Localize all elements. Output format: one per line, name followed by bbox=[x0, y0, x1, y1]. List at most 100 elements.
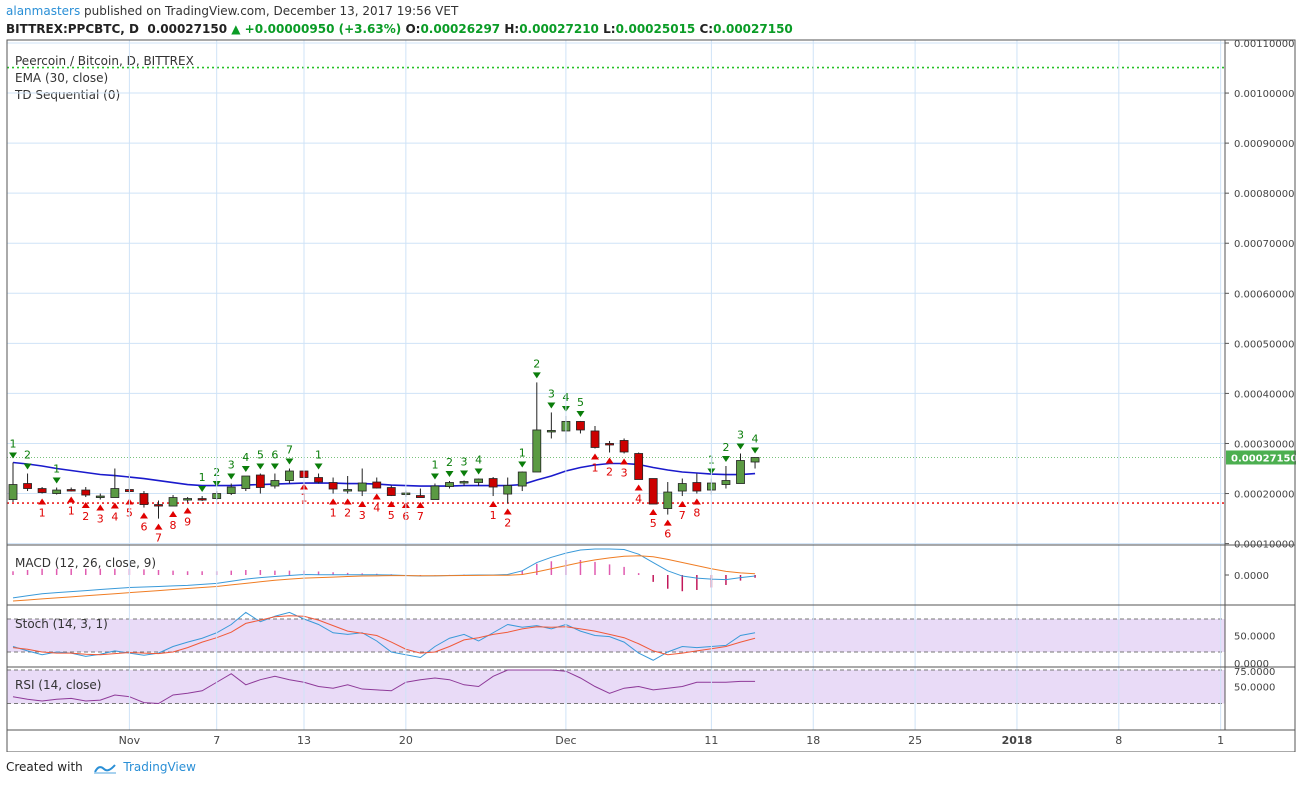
td-down-count: 7 bbox=[679, 509, 686, 522]
candle bbox=[750, 457, 760, 469]
x-tick-label: 25 bbox=[908, 734, 922, 747]
x-tick-label: 11 bbox=[704, 734, 718, 747]
x-tick-label: 13 bbox=[297, 734, 311, 747]
td-down-count: 9 bbox=[184, 516, 191, 529]
candle-body bbox=[590, 430, 600, 448]
macd-y-label: 0.0000 bbox=[1234, 571, 1269, 582]
rsi-band bbox=[7, 670, 1225, 704]
chart-canvas[interactable]: TD Sequential (0) 0.00110000 0.00100000 0.0… bbox=[0, 0, 1300, 752]
td-up-count: 1 bbox=[53, 463, 60, 476]
candle-body bbox=[430, 485, 440, 500]
candle bbox=[23, 473, 32, 492]
td-up-count: 5 bbox=[577, 396, 584, 409]
candle-body bbox=[459, 481, 469, 484]
candle-body bbox=[488, 478, 498, 488]
candle bbox=[241, 475, 251, 492]
candle bbox=[226, 483, 236, 496]
y-tick-label: 0.00080000 bbox=[1234, 189, 1294, 200]
x-tick-label: 18 bbox=[806, 734, 820, 747]
rsi-pane[interactable]: 75.0000 50.0000 RSI (14, close) bbox=[7, 667, 1275, 705]
y-tick-label: 0.00110000 bbox=[1234, 39, 1294, 50]
td-up-count: 3 bbox=[548, 387, 555, 400]
candle bbox=[605, 440, 614, 453]
td-up-count: 1 bbox=[519, 447, 526, 460]
x-tick-label: 1 bbox=[1217, 734, 1224, 747]
td-down-arrow bbox=[38, 498, 47, 505]
td-down-arrow bbox=[591, 453, 599, 460]
candle-body bbox=[546, 430, 556, 433]
td-down-arrow bbox=[96, 504, 105, 511]
candle-body bbox=[183, 498, 193, 501]
chart-frame bbox=[6, 39, 1296, 752]
td-down-count: 7 bbox=[417, 510, 424, 523]
footer: Created with TradingView bbox=[6, 760, 196, 774]
candle bbox=[445, 481, 454, 489]
td-down-count: 7 bbox=[155, 532, 162, 545]
price-pane[interactable]: TD Sequential (0) 0.00110000 0.00100000 0.0… bbox=[7, 39, 1297, 551]
td-down-count: 3 bbox=[621, 466, 628, 479]
td-down-count: 6 bbox=[664, 528, 671, 541]
stoch-title: Stoch (14, 3, 1) bbox=[15, 617, 108, 631]
y-tick-label: 0.00020000 bbox=[1234, 490, 1294, 501]
td-down-arrow bbox=[343, 498, 352, 505]
price-tag-label: 0.00027150 bbox=[1231, 453, 1297, 464]
td-down-count: 2 bbox=[82, 510, 89, 523]
candle-body bbox=[721, 480, 731, 485]
macd-line bbox=[12, 548, 756, 599]
open-label: O: bbox=[405, 22, 421, 36]
td-down-arrow bbox=[139, 512, 148, 519]
td-up-count: 2 bbox=[722, 441, 729, 454]
last-price: 0.00027150 bbox=[147, 22, 228, 36]
x-tick-label: Nov bbox=[119, 734, 141, 747]
time-axis[interactable]: Nov 7 13 20 Dec 11 18 25 2018 8 1 bbox=[119, 734, 1224, 747]
chart-header: alanmasters published on TradingView.com… bbox=[0, 0, 1300, 40]
candle-body bbox=[648, 478, 658, 505]
td-up-arrow bbox=[445, 471, 454, 478]
created-with-text: Created with bbox=[6, 760, 83, 774]
td-legend: TD Sequential (0) bbox=[14, 88, 120, 102]
td-down-arrow bbox=[329, 498, 338, 505]
macd-title: MACD (12, 26, close, 9) bbox=[15, 556, 156, 570]
x-tick-label: Dec bbox=[555, 734, 576, 747]
candle-body bbox=[663, 491, 673, 509]
td-down-count: 5 bbox=[650, 517, 657, 530]
candle bbox=[576, 420, 585, 434]
candle bbox=[95, 493, 105, 500]
td-down-count: 4 bbox=[635, 493, 642, 506]
candle bbox=[663, 482, 673, 515]
candle bbox=[488, 477, 498, 497]
chart-title: Peercoin / Bitcoin, D, BITTREX bbox=[15, 54, 194, 68]
rsi-line bbox=[12, 669, 756, 705]
td-down-arrow bbox=[605, 457, 614, 464]
td-up-count: 6 bbox=[271, 449, 278, 462]
td-up-arrow bbox=[285, 458, 294, 465]
candle-body bbox=[605, 443, 614, 446]
td-up-count: 5 bbox=[257, 449, 264, 462]
candle-body bbox=[52, 489, 62, 494]
y-tick-label: 0.00040000 bbox=[1234, 389, 1294, 400]
td-up-count: 3 bbox=[461, 456, 468, 469]
macd-pane[interactable]: 0.0000 MACD (12, 26, close, 9) bbox=[12, 548, 1269, 602]
td-down-count: 3 bbox=[97, 513, 104, 526]
rsi-y-label: 50.0000 bbox=[1234, 683, 1275, 694]
low-label: L: bbox=[603, 22, 616, 36]
candle bbox=[503, 477, 513, 504]
candle bbox=[168, 495, 178, 507]
candle bbox=[328, 477, 338, 494]
candle-body bbox=[517, 471, 527, 487]
candle bbox=[677, 478, 687, 497]
td-down-arrow bbox=[169, 511, 178, 518]
td-down-arrow bbox=[183, 507, 192, 514]
td-up-count: 2 bbox=[533, 357, 540, 370]
candle-body bbox=[168, 497, 178, 507]
candle bbox=[721, 466, 731, 489]
td-up-count: 1 bbox=[431, 459, 438, 472]
x-tick-label: 2018 bbox=[1002, 734, 1033, 747]
tradingview-link[interactable]: TradingView bbox=[123, 760, 196, 774]
candle bbox=[270, 473, 280, 489]
stoch-pane[interactable]: 50.0000 0.0000 Stoch (14, 3, 1) bbox=[7, 611, 1275, 670]
x-tick-label: 8 bbox=[1115, 734, 1122, 747]
author-link[interactable]: alanmasters bbox=[6, 4, 81, 18]
candle-body bbox=[532, 429, 542, 473]
td-down-count: 1 bbox=[39, 507, 46, 520]
